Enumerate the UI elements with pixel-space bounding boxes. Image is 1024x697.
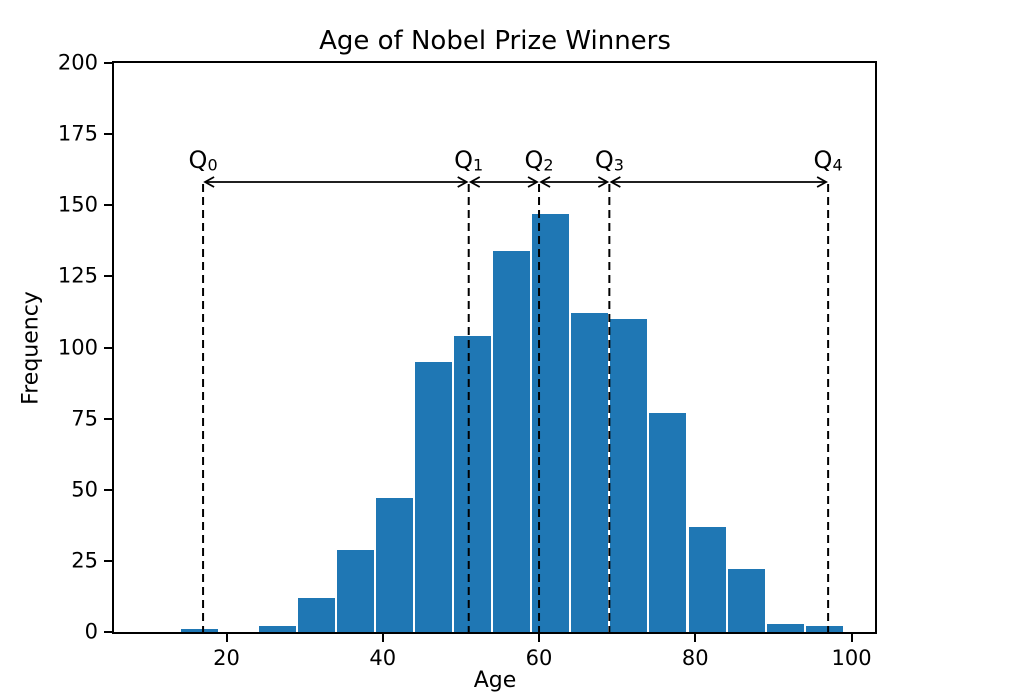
x-tick-label: 60 [525,646,553,670]
histogram-bar [805,626,843,632]
quartile-overlay [202,176,830,632]
x-tick-label: 100 [831,646,872,670]
y-tick-label: 100 [57,335,98,360]
chart-title: Age of Nobel Prize Winners [319,26,671,56]
histogram-bar [649,412,687,632]
histogram-bar [688,526,726,632]
histogram-bar [376,498,414,632]
quartile-range-arrow [203,176,469,188]
plot-area: Q0 Q1 Q2 Q3 Q4 0 25 50 75 100 125 150 175 200 20 40 60 8… [58,51,877,670]
histogram-bar [415,361,453,632]
y-axis-label: Frequency [18,291,44,405]
y-tick [104,204,112,207]
quartile-label: Q4 [813,146,843,175]
x-tick-label: 40 [369,646,397,670]
y-tick [104,62,112,64]
y-tick [104,133,112,136]
y-tick-label: 25 [71,548,98,573]
y-tick-label: 50 [71,477,98,502]
quartile-label: Q1 [454,146,484,175]
y-tick-label: 175 [57,121,98,146]
histogram-bar [766,623,804,632]
y-tick [104,275,112,278]
x-tick [381,634,384,642]
histogram-bar [336,549,374,632]
histogram-bar [258,626,296,632]
quartile-range-arrow [539,176,610,188]
x-tick [225,634,228,642]
quartile-range-arrow [609,176,828,188]
x-tick [694,634,697,642]
y-tick [104,417,112,420]
histogram-bar [571,313,609,632]
x-tick-label: 80 [681,646,709,670]
quartile-range-arrow [468,176,539,188]
y-tick-label: 150 [57,192,98,217]
y-tick-label: 0 [84,619,98,644]
histogram-bar [493,250,531,632]
y-tick-label: 125 [57,263,98,288]
x-axis-label: Age [473,668,517,693]
quartile-label: Q2 [524,146,554,175]
y-tick-label: 200 [57,50,98,75]
histogram-bar [297,597,335,632]
histogram-bar [727,569,765,632]
y-tick [104,346,112,349]
y-tick [104,559,112,562]
y-tick [104,488,112,491]
y-tick [104,631,112,633]
histogram-bar [454,336,492,632]
quartile-label: Q3 [594,146,624,175]
x-tick [850,634,853,642]
y-tick-label: 75 [71,406,98,431]
x-tick [538,634,540,642]
quartile-label: Q0 [188,146,218,175]
x-tick-label: 20 [213,646,240,670]
histogram-bar [610,319,648,632]
histogram-bar [180,629,218,632]
